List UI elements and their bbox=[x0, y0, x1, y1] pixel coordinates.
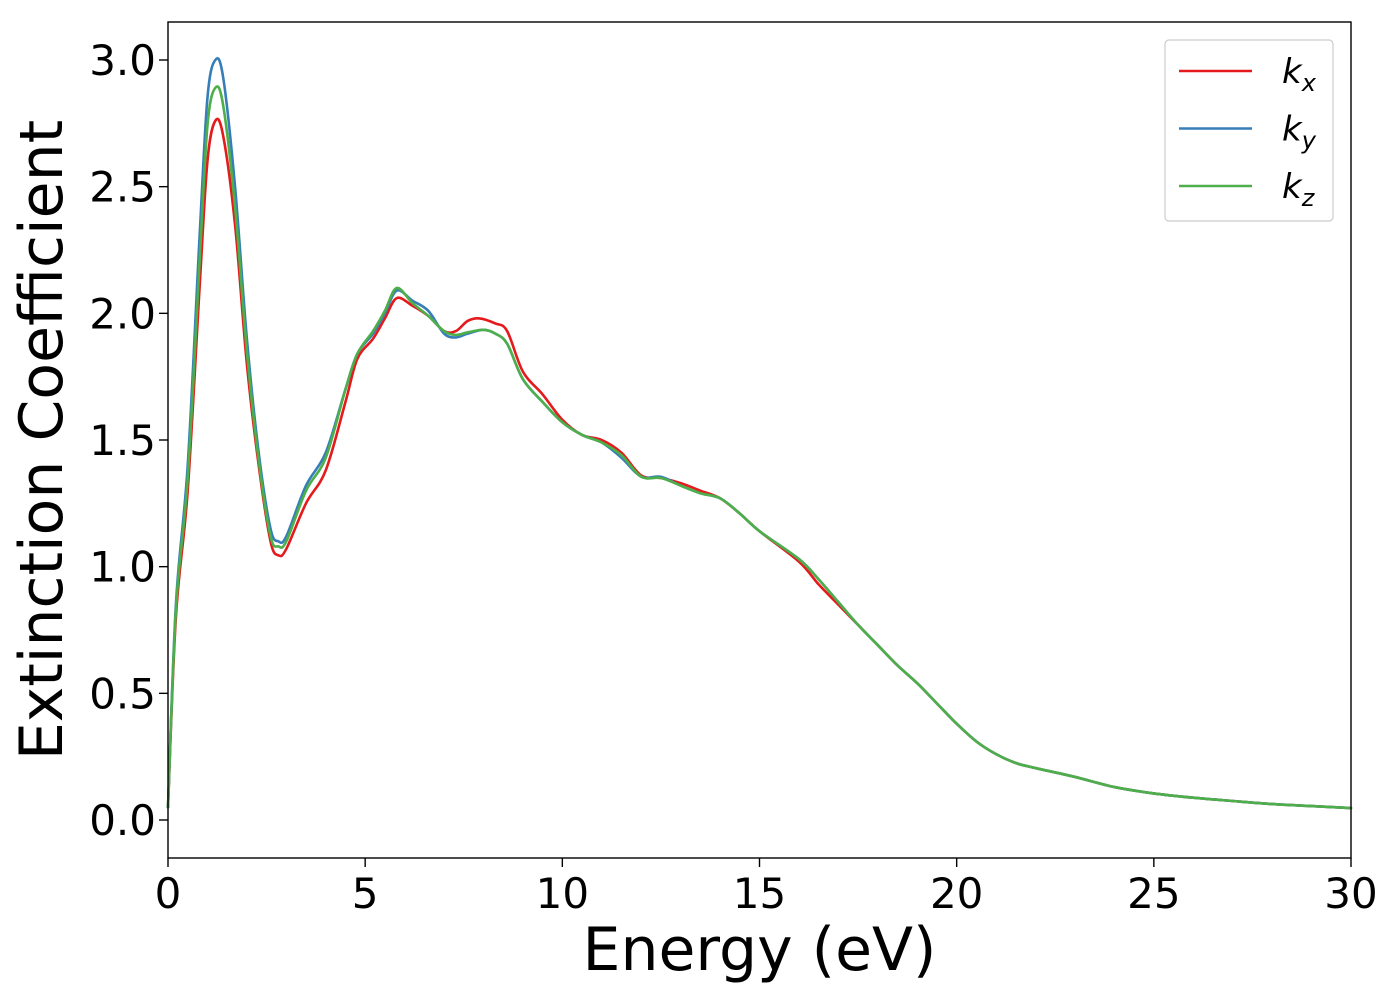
legend-label-ky: ky bbox=[1282, 110, 1317, 155]
y-tick-label: 0.0 bbox=[89, 796, 156, 845]
x-axis-ticks: 0 5 10 15 20 25 30 bbox=[155, 858, 1378, 918]
x-tick-label: 0 bbox=[155, 869, 182, 918]
y-axis-ticks: 0.0 0.5 1.0 1.5 2.0 2.5 3.0 bbox=[89, 36, 168, 845]
x-tick-label: 25 bbox=[1127, 869, 1180, 918]
series-line-kz bbox=[166, 85, 1353, 810]
y-tick-label: 2.0 bbox=[89, 289, 156, 338]
y-tick-label: 2.5 bbox=[89, 163, 156, 212]
y-tick-label: 0.5 bbox=[89, 669, 156, 718]
y-tick-label: 1.5 bbox=[89, 416, 156, 465]
y-tick-label: 3.0 bbox=[89, 36, 156, 85]
x-tick-label: 10 bbox=[536, 869, 589, 918]
legend-label-kz: kz bbox=[1282, 167, 1316, 212]
x-tick-label: 30 bbox=[1324, 869, 1377, 918]
series-layer bbox=[166, 57, 1353, 810]
x-tick-label: 20 bbox=[930, 869, 983, 918]
legend-label-kx: kx bbox=[1282, 52, 1317, 97]
x-tick-label: 5 bbox=[352, 869, 379, 918]
y-tick-label: 1.0 bbox=[89, 543, 156, 592]
x-tick-label: 15 bbox=[733, 869, 786, 918]
legend: kx ky kz bbox=[1164, 39, 1334, 222]
x-axis-label: Energy (eV) bbox=[583, 915, 937, 985]
legend-box bbox=[1164, 39, 1334, 222]
y-axis-label: Extinction Coefficient bbox=[7, 120, 77, 760]
